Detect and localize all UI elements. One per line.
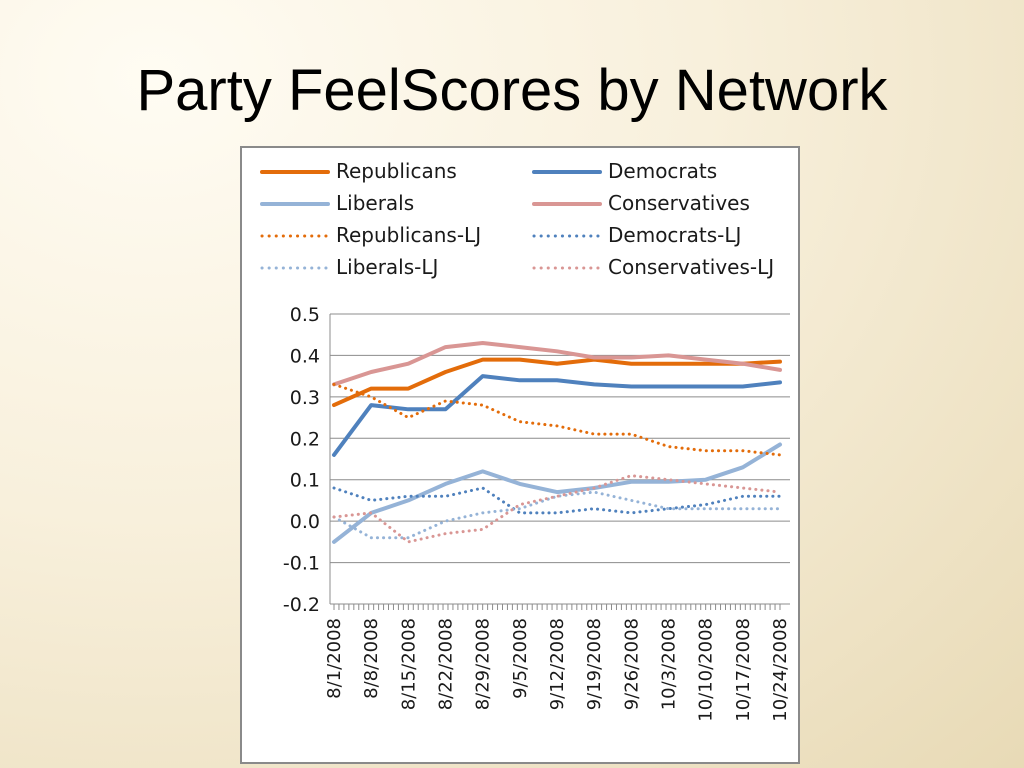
series-line-republicans-lj	[332, 382, 782, 457]
series-line-liberals-lj	[332, 490, 782, 540]
series-line-conservatives-lj	[332, 474, 782, 544]
x-tick-label: 10/3/2008	[659, 618, 680, 710]
x-tick-label: 8/1/2008	[324, 618, 345, 699]
x-tick-label: 9/26/2008	[621, 618, 642, 710]
series-line-republicans	[332, 357, 782, 408]
x-tick-label: 10/17/2008	[733, 618, 754, 722]
legend-label: Republicans	[336, 159, 457, 183]
y-tick-label: -0.1	[283, 553, 320, 575]
x-tick-label: 8/29/2008	[473, 618, 494, 710]
y-tick-label: 0.4	[290, 345, 320, 367]
grid-lines	[330, 313, 790, 605]
slide-title: Party FeelScores by Network	[136, 58, 888, 123]
x-tick-label: 9/19/2008	[584, 618, 605, 710]
y-tick-label: 0.5	[290, 304, 320, 326]
chart-container: 0.5 0.4 0.3 0.2 0.1 0.0 -0.1 -0.2 8/1/2008 8/8/20…	[240, 146, 800, 764]
series-line-conservatives	[332, 341, 782, 387]
legend-label: Republicans-LJ	[336, 223, 481, 247]
y-tick-label: 0.0	[290, 511, 320, 533]
series-line-democrats	[332, 374, 782, 457]
y-tick-label: -0.2	[283, 594, 320, 616]
legend-label: Democrats-LJ	[608, 223, 741, 247]
x-tick-label: 8/8/2008	[361, 618, 382, 699]
y-tick-label: 0.1	[290, 470, 320, 492]
legend-label: Democrats	[608, 159, 717, 183]
legend-label: Conservatives	[608, 191, 750, 215]
y-tick-label: 0.3	[290, 387, 320, 409]
legend-label: Liberals	[336, 191, 414, 215]
x-tick-label: 8/22/2008	[436, 618, 457, 710]
legend-label: Liberals-LJ	[336, 255, 438, 279]
line-chart: 0.5 0.4 0.3 0.2 0.1 0.0 -0.1 -0.28/1/2008 8/8/20…	[260, 159, 791, 722]
legend-label: Conservatives-LJ	[608, 255, 774, 279]
series-line-democrats-lj	[332, 486, 782, 515]
x-tick-label: 9/5/2008	[510, 618, 531, 699]
x-tick-label: 8/15/2008	[398, 618, 419, 710]
series-line-liberals	[332, 442, 782, 544]
x-tick-label: 10/24/2008	[770, 618, 791, 722]
y-tick-label: 0.2	[290, 428, 320, 450]
x-tick-label: 9/12/2008	[547, 618, 568, 710]
series-lines	[332, 341, 782, 544]
x-tick-label: 10/10/2008	[696, 618, 717, 722]
legend: Republicans Democrats Liberals Conservative…	[260, 159, 774, 279]
axes: 0.5 0.4 0.3 0.2 0.1 0.0 -0.1 -0.28/1/2008 8/8/20…	[283, 304, 791, 722]
